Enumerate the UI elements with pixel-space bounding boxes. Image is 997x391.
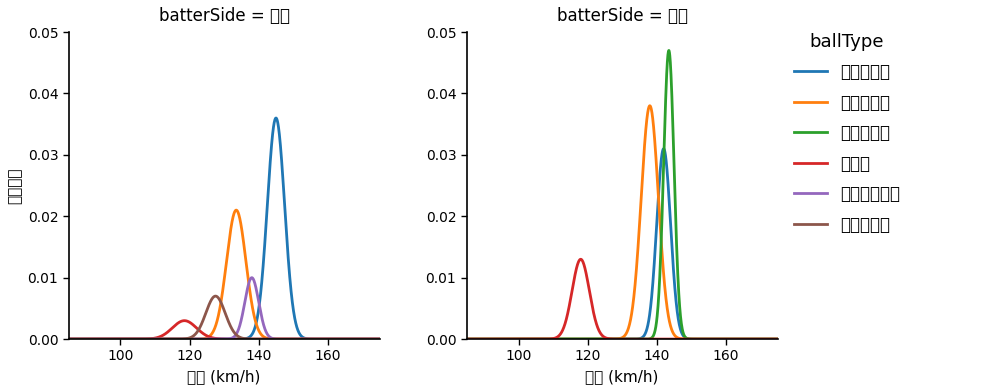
X-axis label: 球速 (km/h): 球速 (km/h) bbox=[585, 369, 659, 384]
Y-axis label: 確率密度: 確率密度 bbox=[7, 167, 22, 204]
Title: batterSide = 右打: batterSide = 右打 bbox=[556, 7, 688, 25]
Legend: ストレート, スプリット, ツーシーム, カーブ, カットボール, スライダー: ストレート, スプリット, ツーシーム, カーブ, カットボール, スライダー bbox=[787, 26, 907, 240]
Title: batterSide = 左打: batterSide = 左打 bbox=[159, 7, 290, 25]
X-axis label: 球速 (km/h): 球速 (km/h) bbox=[187, 369, 261, 384]
